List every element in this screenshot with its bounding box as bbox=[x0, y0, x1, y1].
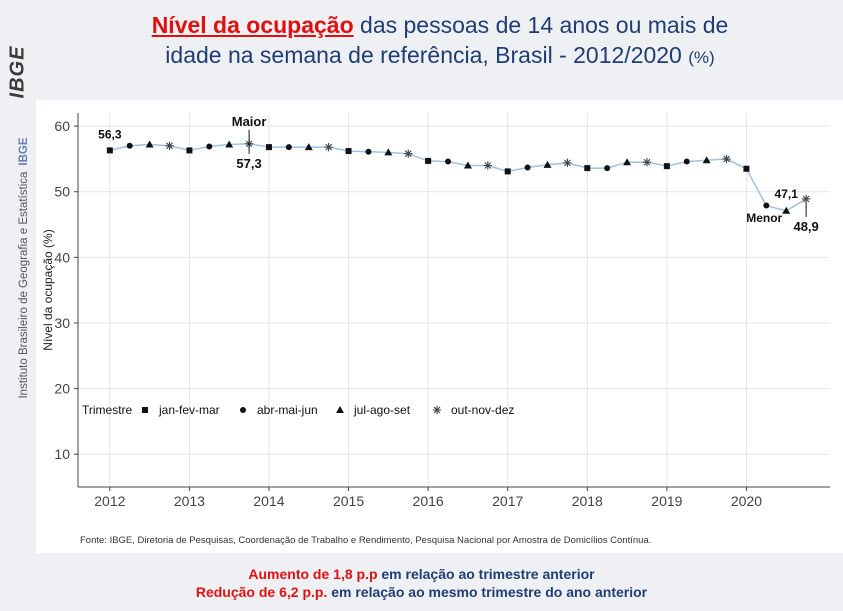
data-point-circle bbox=[604, 165, 611, 172]
data-point-square bbox=[345, 148, 352, 155]
data-point-star bbox=[642, 158, 652, 167]
page-title: Nível da ocupação das pessoas de 14 anos… bbox=[60, 10, 820, 73]
data-point-triangle bbox=[463, 161, 472, 169]
y-tick-label: 30 bbox=[54, 315, 70, 331]
data-point-circle bbox=[240, 407, 246, 413]
data-point-triangle bbox=[225, 140, 234, 148]
title-unit: (%) bbox=[688, 48, 715, 67]
x-tick-label: 2019 bbox=[651, 493, 682, 509]
data-point-star bbox=[324, 142, 333, 152]
legend-entry-label: abr-mai-jun bbox=[257, 403, 318, 417]
data-point-square bbox=[425, 157, 432, 164]
x-tick-label: 2015 bbox=[333, 493, 364, 509]
data-point-star bbox=[563, 158, 572, 168]
legend-entry-label: jan-fev-mar bbox=[158, 403, 220, 417]
x-tick-label: 2017 bbox=[492, 493, 523, 509]
data-point-triangle bbox=[384, 148, 393, 156]
summary-line2-red: Redução de 6,2 p.p. bbox=[195, 584, 328, 600]
title-rest: das pessoas de 14 anos ou mais de bbox=[353, 12, 729, 38]
data-point-circle bbox=[285, 144, 292, 151]
data-point-square bbox=[142, 407, 148, 413]
source-footnote: Fonte: IBGE, Diretoria de Pesquisas, Coo… bbox=[80, 535, 652, 546]
x-tick-label: 2018 bbox=[572, 493, 603, 509]
annotation-label: Maior bbox=[232, 114, 267, 129]
chart-grid bbox=[78, 113, 830, 487]
annotation-label: 48,9 bbox=[793, 219, 818, 234]
x-tick-label: 2013 bbox=[174, 493, 205, 509]
chart-panel bbox=[36, 100, 843, 553]
data-point-circle bbox=[683, 158, 690, 165]
legend-entry-label: jul-ago-set bbox=[353, 403, 411, 417]
summary-line1-blue: em relação ao trimestre anterior bbox=[377, 566, 595, 582]
data-point-circle bbox=[365, 148, 372, 155]
chart-axes: 10 20 30 40 50 60 2012 2013 2014 2015 2016 2017 2018… bbox=[54, 113, 830, 509]
data-point-circle bbox=[126, 142, 133, 149]
x-tick-label: 2016 bbox=[413, 493, 444, 509]
data-point-circle bbox=[206, 143, 213, 150]
data-point-square bbox=[504, 168, 511, 175]
data-point-circle bbox=[445, 158, 452, 165]
data-point-triangle bbox=[623, 158, 632, 166]
annotation-label: 57,3 bbox=[236, 156, 261, 171]
data-point-star bbox=[801, 194, 811, 204]
data-point-square bbox=[663, 163, 670, 170]
summary-text: Aumento de 1,8 p.p em relação ao trimest… bbox=[0, 565, 843, 601]
series-line bbox=[109, 143, 807, 212]
chart-legend: Trimestre jan-fev-mar abr-mai-jun jul-ago-s… bbox=[82, 403, 514, 417]
y-tick-label: 60 bbox=[54, 118, 70, 134]
left-sidebar: IBGE Instituto Brasileiro de Geografia e… bbox=[0, 0, 36, 611]
data-point-star bbox=[483, 161, 493, 170]
x-tick-label: 2020 bbox=[731, 493, 762, 509]
data-point-triangle bbox=[304, 143, 313, 151]
chart-series bbox=[106, 139, 811, 214]
chart-annotations: 56,3 Maior 57,3 47,1 Menor 48,9 bbox=[98, 114, 819, 234]
summary-line2-blue: em relação ao mesmo trimestre do ano ant… bbox=[327, 584, 648, 600]
y-axis-label: Nível da ocupação (%) bbox=[41, 229, 55, 350]
data-point-star bbox=[404, 149, 413, 158]
annotation-label: 47,1 bbox=[775, 187, 799, 201]
data-point-square bbox=[265, 144, 272, 151]
title-highlight: Nível da ocupação bbox=[151, 12, 354, 38]
data-point-circle bbox=[524, 164, 531, 171]
data-point-star bbox=[165, 141, 174, 151]
data-point-square bbox=[186, 147, 193, 154]
summary-line1-red: Aumento de 1,8 p.p bbox=[248, 566, 378, 582]
data-point-square bbox=[584, 165, 591, 172]
data-point-triangle bbox=[145, 140, 154, 148]
x-tick-label: 2014 bbox=[253, 493, 284, 509]
data-point-circle bbox=[763, 202, 770, 209]
annotation-label: 56,3 bbox=[98, 127, 122, 141]
y-tick-label: 50 bbox=[54, 184, 70, 200]
data-point-triangle bbox=[336, 406, 344, 413]
annotation-label: Menor bbox=[746, 211, 782, 225]
x-tick-label: 2012 bbox=[94, 493, 125, 509]
data-point-triangle bbox=[782, 206, 791, 214]
y-tick-label: 10 bbox=[54, 446, 70, 462]
data-point-star bbox=[722, 154, 731, 164]
data-point-square bbox=[743, 165, 750, 172]
legend-entry-label: out-nov-dez bbox=[451, 403, 514, 417]
legend-title: Trimestre bbox=[82, 403, 133, 417]
y-tick-label: 20 bbox=[54, 381, 70, 397]
data-point-triangle bbox=[543, 160, 552, 168]
data-point-triangle bbox=[702, 156, 711, 164]
y-tick-label: 40 bbox=[54, 249, 70, 265]
data-point-star bbox=[432, 405, 442, 415]
title-line2: idade na semana de referência, Brasil - … bbox=[165, 42, 682, 68]
data-point-square bbox=[106, 147, 113, 154]
